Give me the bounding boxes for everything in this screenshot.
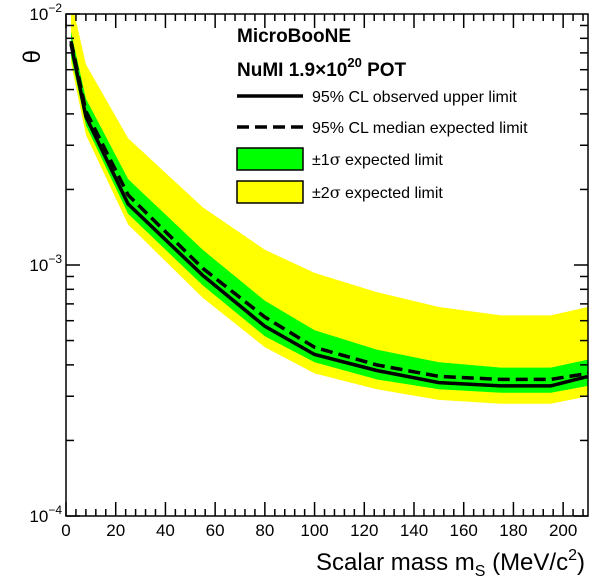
y-tick-label: 10−3 (29, 252, 62, 275)
legend-observed-label: 95% CL observed upper limit (312, 89, 517, 106)
x-tick-label: 140 (400, 521, 428, 540)
y-axis-tick-labels: 10−2 10−3 10−4 (29, 1, 62, 526)
x-tick-label: 60 (206, 521, 225, 540)
x-tick-label: 200 (549, 521, 577, 540)
y-axis-title: θ (19, 50, 46, 63)
x-axis-tick-labels: 0 20 40 60 80 100 120 140 160 180 200 (61, 521, 577, 540)
x-tick-label: 20 (106, 521, 125, 540)
x-tick-label: 100 (300, 521, 328, 540)
legend-band2-swatch (236, 180, 304, 204)
x-tick-label: 160 (450, 521, 478, 540)
band-2sigma (71, 14, 588, 404)
x-tick-label: 80 (255, 521, 274, 540)
legend-band1-swatch (236, 147, 304, 171)
x-tick-label: 180 (499, 521, 527, 540)
x-axis-ticks (65, 14, 584, 516)
y-tick-label: 10−4 (29, 503, 62, 526)
y-tick-label: 10−2 (29, 1, 62, 24)
legend-band1-label: ±1σ expected limit (312, 150, 443, 169)
x-tick-label: 0 (61, 521, 70, 540)
experiment-title: MicroBooNE (237, 26, 351, 47)
legend: MicroBooNE NuMI 1.9×1020 POT 95% CL obse… (236, 26, 528, 204)
x-axis-title: Scalar mass mS (MeV/c2) (316, 547, 585, 580)
observed-limit-line (69, 43, 588, 388)
exposure-title: NuMI 1.9×1020 POT (237, 55, 407, 81)
legend-expected-label: 95% CL median expected limit (312, 120, 528, 137)
legend-band2-label: ±2σ expected limit (312, 183, 443, 202)
median-expected-line (69, 40, 588, 382)
y-axis-ticks (66, 13, 588, 517)
x-tick-label: 120 (350, 521, 378, 540)
x-tick-label: 40 (156, 521, 175, 540)
